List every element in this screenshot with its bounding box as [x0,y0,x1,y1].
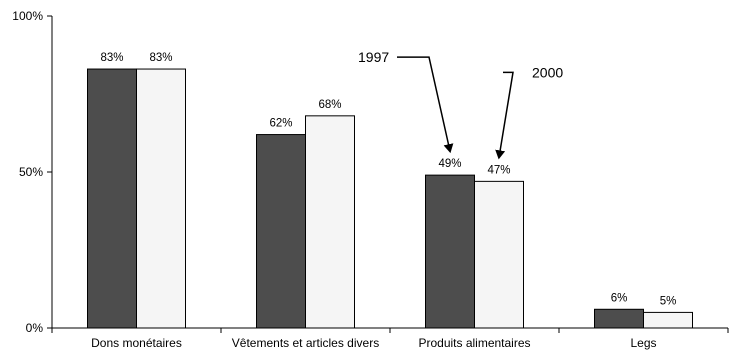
y-tick-label: 0% [26,321,44,335]
data-label: 83% [149,52,172,64]
y-tick-label: 100% [12,9,43,23]
x-category-label: Produits alimentaires [418,336,530,350]
bar-2000 [136,68,186,329]
x-category-label: Legs [630,336,656,350]
annotation-arrow-1997 [397,56,454,154]
data-label: 62% [269,118,292,130]
data-label: 6% [611,292,628,304]
data-label: 5% [660,295,677,307]
x-category-label: Vêtements et articles divers [232,336,379,350]
bar-2000 [305,115,355,329]
bar-1997 [87,68,137,329]
data-label: 83% [100,52,123,64]
y-tick-label: 50% [19,165,43,179]
data-label: 49% [438,158,461,170]
bar-2000 [643,311,693,329]
x-category-label: Dons monétaires [91,336,182,350]
bar-1997 [425,174,475,329]
annotation-label-2000: 2000 [532,64,563,80]
annotation-label-1997: 1997 [358,49,389,65]
bar-1997 [256,134,306,329]
data-label: 68% [318,99,341,111]
annotation-arrow-2000 [495,71,514,160]
bar-1997 [594,308,644,329]
bar-2000 [474,180,524,329]
plot-area: 0% 50% 100% 83% 83% Dons monétaires 62% 68% Vête… [12,9,729,350]
data-label: 47% [487,164,510,176]
